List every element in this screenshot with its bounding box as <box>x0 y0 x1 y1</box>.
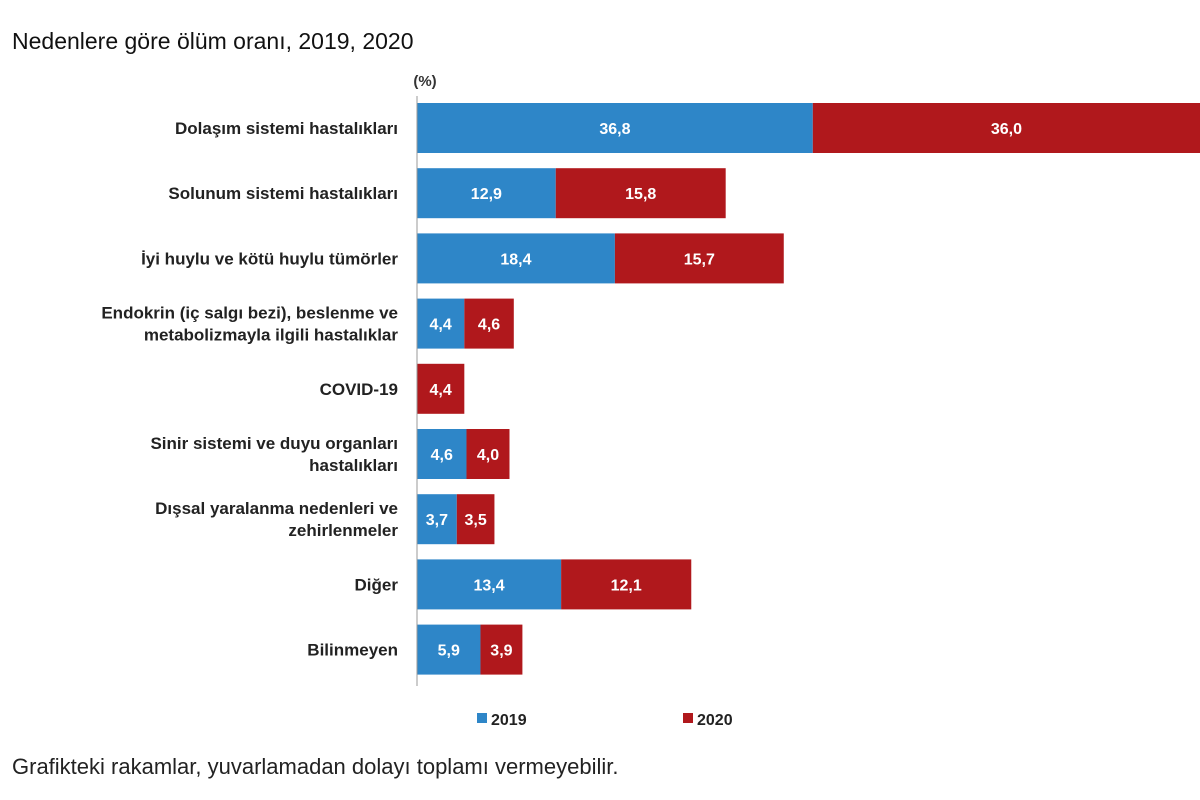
category-label: zehirlenmeler <box>288 521 398 540</box>
data-label: 3,7 <box>426 512 448 529</box>
data-label: 12,1 <box>611 577 642 594</box>
category-label: hastalıkları <box>309 456 398 475</box>
data-label: 36,8 <box>599 121 630 138</box>
bar-2019 <box>417 168 556 219</box>
bar-2020 <box>466 429 510 479</box>
category-label: Bilinmeyen <box>307 641 398 660</box>
data-label: 4,6 <box>478 317 500 334</box>
category-label: Solunum sistemi hastalıkları <box>168 184 398 203</box>
unit-label: (%) <box>413 73 436 90</box>
bar-2020 <box>614 233 784 284</box>
legend-swatch-2019 <box>477 713 487 723</box>
data-label: 5,9 <box>438 643 460 660</box>
data-label: 3,5 <box>464 512 486 529</box>
bar-2020 <box>464 298 514 349</box>
bar-2020 <box>480 624 523 675</box>
bar-2019 <box>417 559 562 610</box>
data-label: 15,8 <box>625 186 656 203</box>
bar-2019 <box>417 624 481 675</box>
data-label: 13,4 <box>473 577 504 594</box>
data-label: 4,4 <box>430 382 452 399</box>
bar-2019 <box>417 298 465 349</box>
data-label: 12,9 <box>471 186 502 203</box>
bar-2019 <box>417 103 813 153</box>
category-label: Dışsal yaralanma nedenleri ve <box>155 499 398 518</box>
bar-2019 <box>417 494 457 545</box>
category-label: COVID-19 <box>320 380 398 399</box>
data-label: 4,4 <box>430 317 452 334</box>
data-label: 4,6 <box>431 447 453 464</box>
category-label: Endokrin (iç salgı bezi), beslenme ve <box>101 304 398 323</box>
legend-swatch-2020 <box>683 713 693 723</box>
category-label: Dolaşım sistemi hastalıkları <box>175 119 398 138</box>
bar-2020 <box>561 559 692 610</box>
bar-2019 <box>417 429 467 479</box>
data-label: 15,7 <box>684 251 715 268</box>
data-label: 18,4 <box>500 251 531 268</box>
bar-2020 <box>812 103 1200 153</box>
bar-2020 <box>555 168 726 219</box>
category-label: İyi huylu ve kötü huylu tümörler <box>141 249 398 268</box>
category-label: Diğer <box>355 575 399 594</box>
bar-2020 <box>417 363 465 414</box>
data-label: 36,0 <box>991 121 1022 138</box>
data-label: 4,0 <box>477 447 499 464</box>
data-label: 3,9 <box>490 643 512 660</box>
legend-label-2020: 2020 <box>697 712 733 729</box>
legend-label-2019: 2019 <box>491 712 527 729</box>
footnote: Grafikteki rakamlar, yuvarlamadan dolayı… <box>12 754 619 779</box>
chart-title: Nedenlere göre ölüm oranı, 2019, 2020 <box>12 28 414 54</box>
bar-2020 <box>456 494 495 545</box>
bar-2019 <box>417 233 615 284</box>
category-label: metabolizmayla ilgili hastalıklar <box>144 326 399 345</box>
category-label: Sinir sistemi ve duyu organları <box>150 434 398 453</box>
